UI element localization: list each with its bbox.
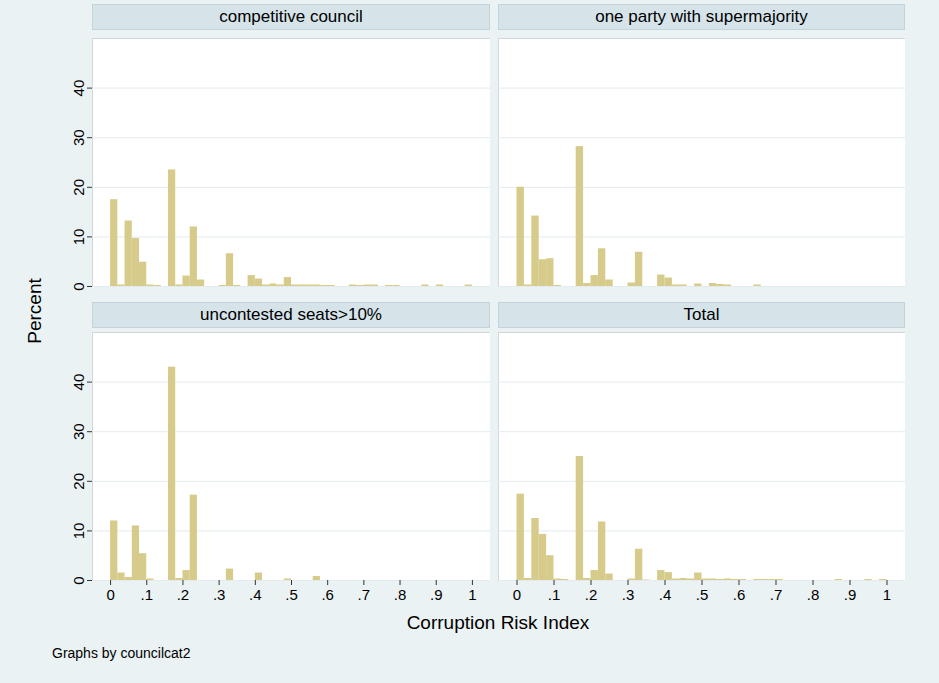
svg-text:.9: .9 [430, 586, 443, 603]
svg-text:.2: .2 [177, 586, 190, 603]
svg-text:0: 0 [513, 586, 521, 603]
svg-text:1: 1 [468, 586, 476, 603]
svg-text:20: 20 [70, 473, 87, 490]
svg-text:.2: .2 [585, 586, 598, 603]
svg-text:.5: .5 [285, 586, 298, 603]
svg-text:.1: .1 [548, 586, 561, 603]
html-text:competitive council: competitive council [219, 7, 363, 26]
svg-text:.7: .7 [358, 586, 371, 603]
svg-text:10: 10 [70, 523, 87, 540]
svg-text:30: 30 [70, 129, 87, 146]
svg-text:10: 10 [70, 229, 87, 246]
svg-text:.7: .7 [770, 586, 783, 603]
svg-text:.8: .8 [807, 586, 820, 603]
svg-text:0: 0 [106, 586, 114, 603]
html-text:Graphs by councilcat2: Graphs by councilcat2 [52, 645, 191, 661]
svg-text:.5: .5 [696, 586, 709, 603]
svg-text:.4: .4 [659, 586, 672, 603]
html-text:one party with supermajority: one party with supermajority [595, 7, 808, 26]
svg-text:.3: .3 [213, 586, 226, 603]
html-text:Corruption Risk Index: Corruption Risk Index [406, 612, 590, 633]
svg-text:.6: .6 [733, 586, 746, 603]
html-text:Percent: Percent [23, 278, 45, 344]
svg-text:0: 0 [70, 282, 87, 290]
svg-text:.1: .1 [141, 586, 154, 603]
svg-text:.9: .9 [844, 586, 857, 603]
html-text:Total: Total [683, 305, 720, 324]
svg-text:1: 1 [883, 586, 891, 603]
html-text:uncontested seats>10%: uncontested seats>10% [200, 305, 382, 324]
svg-text:.6: .6 [321, 586, 334, 603]
svg-text:0: 0 [70, 576, 87, 584]
svg-text:.8: .8 [394, 586, 407, 603]
svg-text:20: 20 [70, 179, 87, 196]
svg-text:40: 40 [70, 80, 87, 97]
svg-text:30: 30 [70, 423, 87, 440]
svg-text:.3: .3 [622, 586, 635, 603]
svg-text:.4: .4 [249, 586, 262, 603]
svg-text:40: 40 [70, 374, 87, 391]
